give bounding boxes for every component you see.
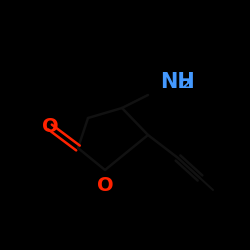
Text: O: O: [97, 176, 113, 195]
Text: 2: 2: [182, 78, 191, 92]
Text: NH: NH: [160, 72, 195, 92]
Text: O: O: [42, 118, 58, 137]
